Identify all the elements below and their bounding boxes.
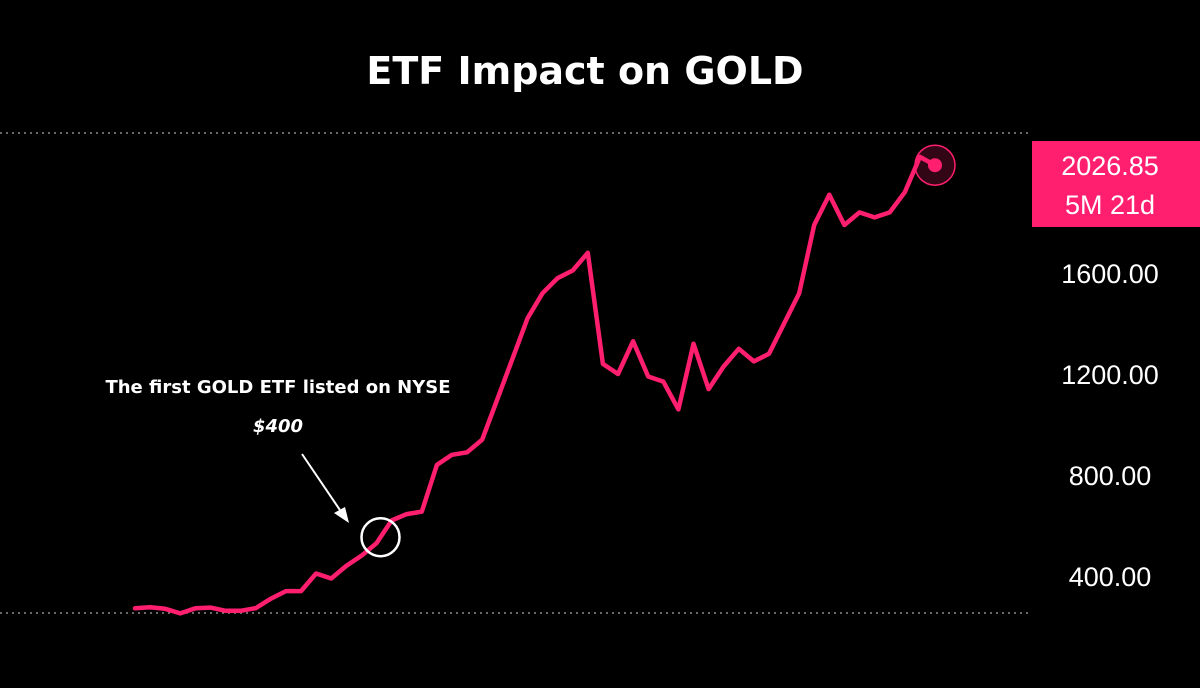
y-tick-label: 1600.00: [1061, 259, 1159, 289]
y-axis-tick-labels: 400.00 800.00 1200.00 1600.00: [1061, 259, 1159, 592]
y-tick-label: 800.00: [1069, 461, 1152, 491]
annotation-value: $400: [253, 416, 303, 437]
current-price-ring: [914, 144, 956, 186]
annotation-text: The first GOLD ETF listed on NYSE: [105, 377, 450, 398]
y-tick-label: 400.00: [1069, 562, 1152, 592]
current-price-value: 2026.85: [1061, 151, 1159, 181]
etf-annotation: The first GOLD ETF listed on NYSE $400: [105, 377, 451, 558]
annotation-circle: [360, 516, 401, 558]
annotation-arrow: [301, 453, 345, 517]
current-price-dot: [928, 158, 942, 173]
price-line-series: [132, 154, 938, 616]
current-price-duration: 5M 21d: [1065, 190, 1155, 220]
current-price-badge: 2026.85 5M 21d: [1032, 141, 1200, 227]
chart-title: ETF Impact on GOLD: [366, 49, 803, 93]
current-price-badge-background: [1032, 141, 1200, 227]
annotation-arrowhead: [334, 507, 349, 523]
y-tick-label: 1200.00: [1061, 360, 1159, 390]
current-price-marker: [914, 144, 956, 186]
